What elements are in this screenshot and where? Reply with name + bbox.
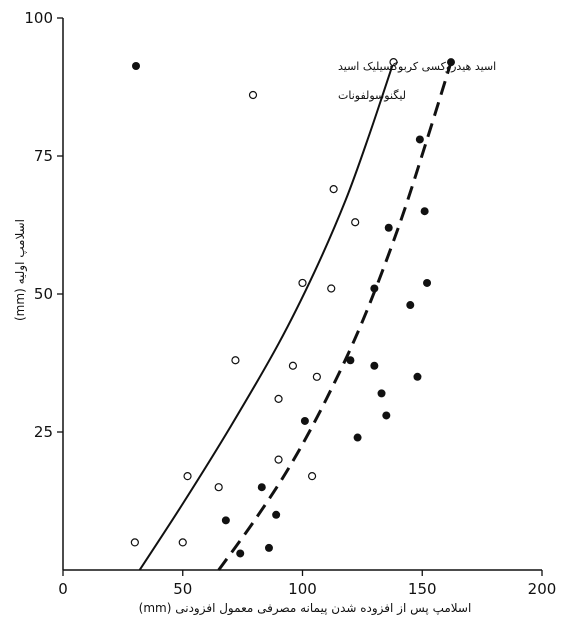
data-point-filled bbox=[446, 58, 455, 67]
data-point-open bbox=[274, 455, 283, 464]
y-tick-label: 100 bbox=[24, 9, 53, 27]
data-point-open bbox=[389, 58, 398, 67]
data-point-filled bbox=[382, 411, 391, 420]
fit-line-solid bbox=[138, 61, 395, 571]
data-point-open bbox=[312, 372, 321, 381]
legend-entry-hydroxycarboxylic: اسید هیدروکسی کربوکسیلیک اسید bbox=[338, 60, 496, 73]
data-point-open bbox=[183, 472, 192, 481]
data-point-open bbox=[298, 278, 307, 288]
y-axis-title: اسلامپ اولیه (mm) bbox=[13, 219, 28, 321]
data-point-filled bbox=[221, 516, 230, 525]
tick-group: 0 50 100 150 200 25 50 75 100 bbox=[24, 9, 556, 598]
data-point-open bbox=[329, 185, 338, 194]
data-point-filled bbox=[370, 284, 379, 293]
fit-line-dashed bbox=[217, 61, 453, 571]
y-tick-label: 25 bbox=[34, 423, 53, 441]
data-point-open bbox=[288, 361, 298, 370]
data-point-filled bbox=[353, 433, 362, 442]
data-points bbox=[130, 58, 455, 558]
x-tick-label: 100 bbox=[288, 580, 317, 598]
legend-marker-filled bbox=[132, 62, 140, 70]
data-point-open bbox=[214, 483, 223, 492]
data-point-open bbox=[307, 472, 317, 481]
axes bbox=[62, 18, 542, 571]
data-point-filled bbox=[346, 356, 355, 365]
legend-marker-open bbox=[248, 90, 258, 100]
x-axis-title: اسلامپ پس از افزوده شدن پیمانه مصرفی معم… bbox=[139, 601, 472, 616]
x-tick-label: 150 bbox=[408, 580, 437, 598]
legend: اسید هیدروکسی کربوکسیلیک اسید لیگنوسولفو… bbox=[132, 60, 496, 102]
x-tick-label: 0 bbox=[58, 580, 68, 598]
data-point-filled bbox=[272, 510, 281, 519]
data-point-open bbox=[231, 356, 240, 365]
data-point-open bbox=[178, 538, 187, 547]
data-point-filled bbox=[415, 135, 424, 144]
data-point-filled bbox=[370, 361, 379, 370]
y-tick-label: 50 bbox=[34, 285, 53, 303]
data-point-filled bbox=[423, 278, 432, 287]
data-point-open bbox=[274, 394, 283, 403]
x-tick-label: 50 bbox=[173, 580, 192, 598]
data-point-open bbox=[130, 538, 139, 547]
data-point-filled bbox=[413, 372, 422, 381]
data-point-open bbox=[351, 218, 360, 227]
data-point-filled bbox=[377, 389, 386, 398]
data-point-filled bbox=[384, 223, 393, 232]
data-point-open bbox=[327, 284, 336, 293]
data-point-filled bbox=[257, 483, 266, 492]
y-tick-label: 75 bbox=[34, 147, 53, 165]
data-point-filled bbox=[264, 543, 273, 552]
data-point-filled bbox=[236, 549, 245, 558]
legend-entry-lignosulfonate: لیگنوسولفونات bbox=[338, 89, 406, 102]
fit-lines bbox=[138, 61, 453, 571]
data-point-filled bbox=[420, 207, 429, 216]
data-point-filled bbox=[406, 301, 415, 310]
data-point-filled bbox=[300, 416, 309, 425]
x-tick-label: 200 bbox=[528, 580, 557, 598]
